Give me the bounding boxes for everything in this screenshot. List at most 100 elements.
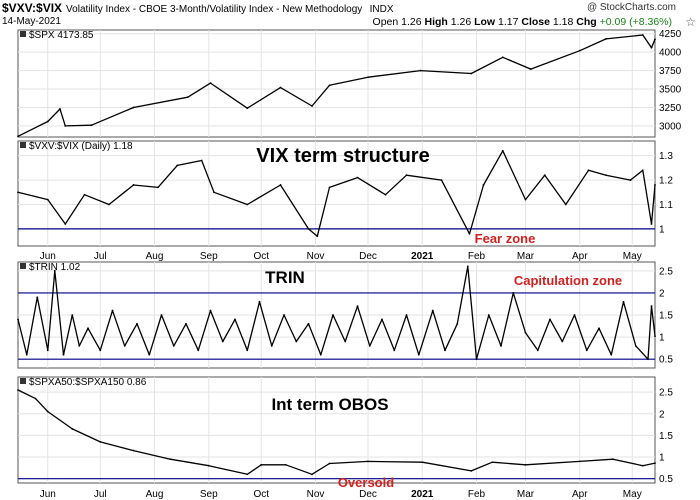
spx-legend-swatch [20,31,26,37]
vix-term-annotation: Fear zone [475,231,536,246]
obos-frame [17,376,656,484]
x-tick-label: Jul [94,489,107,500]
trin-data-point [622,300,625,303]
trin-data-point [536,349,539,352]
x-tick-label: Nov [307,251,325,262]
trin-data-point [475,358,478,361]
obos-data-point [99,440,102,443]
obos-data-point [169,458,172,461]
trin-data-point [71,314,74,316]
vix-term-data-point [200,159,203,162]
trin-data-point [148,353,151,356]
chart-date: 14-May-2021 [2,16,61,27]
trin-data-point [585,349,588,352]
close-value: 1.18 [552,16,574,28]
trin-data-point [610,353,613,356]
obos-data-point [367,460,369,463]
vix-term-data-point [654,184,656,186]
vix-term-data-point [524,198,527,201]
change-value: +0.09 (+8.36%) [599,16,672,28]
obos-ytick-label: 2 [659,409,665,420]
spx-data-point [470,72,473,75]
trin-ytick-label: 1.5 [659,311,673,322]
obos-legend-label: $SPXA50:$SPXA150 0.86 [29,377,147,388]
trin-data-point [573,314,576,316]
spx-ytick-label: 3500 [659,85,682,96]
vix-term-data-point [307,228,310,230]
x-tick-label: Apr [572,251,588,262]
trin-data-point [356,305,359,308]
spx-data-point [279,86,282,89]
trin-data-point [136,322,138,325]
open-value: 1.26 [401,16,422,28]
x-tick-label: Aug [146,489,164,500]
trin-data-point [549,318,551,321]
trin-data-point [78,345,81,347]
x-tick-label: May [623,251,642,262]
spx-data-point [59,108,61,110]
trin-data-point [393,349,396,352]
x-tick-label: Dec [359,251,377,262]
trin-data-point [650,305,653,308]
spx-data-point [419,69,422,72]
spx-data-point [650,46,653,49]
obos-data-point [654,462,656,464]
trin-data-point [500,345,502,347]
obos-data-point [524,463,527,466]
obos-data-point [71,428,74,430]
vix-term-data-point [108,203,110,206]
vix-term-data-point [356,176,359,179]
x-tick-label: Oct [253,251,269,262]
x-tick-label: Sep [200,251,218,262]
trin-data-point [456,322,459,325]
x-tick-label: Dec [359,489,377,500]
trin-data-point [53,269,56,272]
trin-data-point [246,349,249,352]
exchange-label: INDX [369,4,394,15]
trin-data-point [295,340,298,343]
vix-term-data-point [501,149,504,152]
trin-data-point [258,300,261,303]
spx-data-point [209,82,212,85]
vix-term-data-point [405,174,408,177]
vix-term-data-point [328,186,331,189]
trin-data-point [466,265,469,268]
vix-term-data-point [246,203,249,206]
trin-data-point [598,327,600,330]
obos-data-point [311,473,313,476]
trin-data-point [270,345,273,347]
spx-data-point [46,120,49,123]
spx-data-point [17,135,19,138]
vix-term-data-point [316,235,319,238]
obos-annotation: Oversold [338,475,394,490]
vix-term-data-point [132,184,135,186]
x-tick-label: Feb [468,489,486,500]
obos-data-point [207,464,210,467]
star-outline-icon[interactable]: ☆ [685,15,696,29]
trin-legend-label: $TRIN 1.02 [29,262,81,273]
spx-data-point [64,125,67,127]
vix-term-data-point [176,164,179,167]
trin-data-point [512,292,515,294]
x-tick-label: 2021 [411,489,434,500]
vix-term-ytick-label: 1.2 [659,176,673,187]
spx-legend-label: $SPX 4173.85 [29,30,94,41]
trin-data-point [197,349,200,352]
symbol-label: $VXV:$VIX [2,1,63,15]
spx-frame [17,29,656,138]
vix-term-legend-label: $VXV:$VIX (Daily) 1.18 [29,141,133,152]
spx-data-point [311,105,313,107]
trin-legend-swatch [20,263,26,269]
x-tick-label: Apr [572,489,588,500]
vix-term-ytick-label: 1.1 [659,200,673,211]
trin-ytick-label: 0.5 [659,355,673,366]
spx-data-point [246,107,249,110]
trin-ytick-label: 1 [659,333,665,344]
spx-ytick-label: 4000 [659,48,682,59]
obos-data-point [260,463,263,466]
vix-term-data-point [440,179,443,181]
vix-term-data-point [605,174,607,177]
spx-data-point [90,124,93,127]
trin-data-point [36,296,39,299]
vix-term-frame [17,140,656,247]
